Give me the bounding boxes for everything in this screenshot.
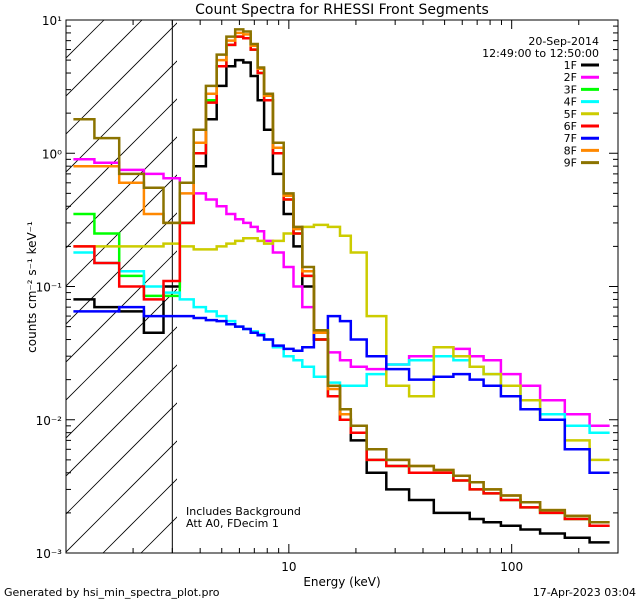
annotation-background: Includes Background	[186, 505, 301, 518]
legend-label-5F: 5F	[564, 108, 577, 121]
legend-label-9F: 9F	[564, 157, 577, 170]
series-line-4F	[73, 251, 610, 434]
x-tick-label: 10	[281, 560, 296, 574]
series-line-5F	[73, 223, 610, 462]
legend-label-1F: 1F	[564, 59, 577, 72]
x-axis-label: Energy (keV)	[303, 575, 380, 589]
legend-label-4F: 4F	[564, 96, 577, 109]
legend-label-8F: 8F	[564, 144, 577, 157]
legend-label-2F: 2F	[564, 71, 577, 84]
hatch-line	[66, 364, 177, 477]
date-label: 20-Sep-2014	[528, 35, 599, 48]
hatch-line	[66, 212, 177, 325]
excluded-energy-hatch	[66, 20, 177, 553]
timestamp-label: 17-Apr-2023 03:04	[533, 586, 636, 599]
series-layer	[73, 28, 610, 544]
y-tick-label: 10⁻¹	[36, 281, 63, 295]
legend-label-3F: 3F	[564, 83, 577, 96]
legend-label-7F: 7F	[564, 132, 577, 145]
series-line-9F	[73, 28, 610, 524]
y-tick-label: 10¹	[42, 14, 62, 28]
axis-ticks	[65, 19, 619, 554]
y-tick-labels: 10⁻³ 10⁻² 10⁻¹ 10⁰ 10¹	[36, 14, 63, 561]
hatch-line	[66, 60, 177, 173]
x-tick-labels: 10 100	[281, 560, 523, 574]
hatch-line	[66, 98, 177, 211]
y-tick-label: 10⁰	[42, 147, 62, 161]
generated-by-label: Generated by hsi_min_spectra_plot.pro	[4, 586, 220, 599]
series-line-7F	[73, 305, 610, 475]
series-line-8F	[73, 31, 610, 524]
y-axis-label: counts cm⁻² s⁻¹ keV⁻¹	[25, 221, 39, 353]
hatch-line	[66, 402, 177, 515]
annotation-attenuator: Att A0, FDecim 1	[186, 517, 279, 530]
y-tick-label: 10⁻³	[36, 547, 63, 561]
series-line-6F	[73, 35, 610, 528]
hatch-line	[66, 440, 177, 553]
time-range-label: 12:49:00 to 12:50:00	[482, 47, 599, 60]
series-line-3F	[73, 35, 610, 528]
legend-label-6F: 6F	[564, 120, 577, 133]
series-line-1F	[73, 58, 610, 544]
x-tick-label: 100	[500, 560, 523, 574]
chart-title: Count Spectra for RHESSI Front Segments	[195, 2, 489, 18]
y-tick-label: 10⁻²	[36, 414, 63, 428]
hatch-line	[66, 22, 177, 135]
